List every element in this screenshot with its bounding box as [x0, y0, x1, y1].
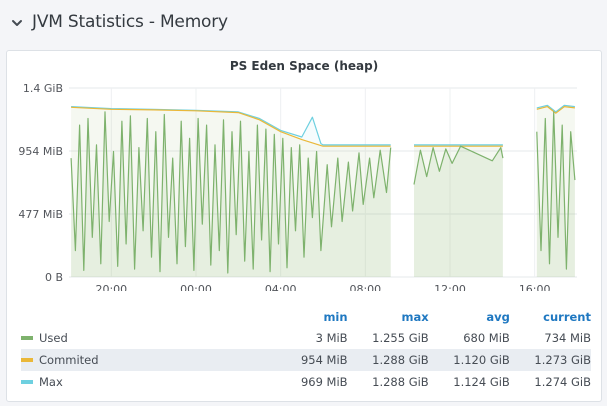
- legend-value-min: 954 MiB: [213, 349, 348, 371]
- panel-title[interactable]: PS Eden Space (heap): [229, 59, 379, 73]
- x-tick-label: 20:00: [95, 283, 127, 291]
- graph-panel: PS Eden Space (heap) 0 B 477 MiB 954 MiB 1.…: [6, 50, 602, 402]
- series-color-swatch[interactable]: [21, 379, 33, 384]
- legend-series[interactable]: Used: [21, 327, 214, 349]
- legend-series[interactable]: Max: [21, 371, 214, 393]
- legend-row-max[interactable]: Max 969 MiB 1.288 GiB 1.124 GiB 1.274 Gi…: [21, 371, 591, 393]
- legend-value-current: 734 MiB: [544, 331, 591, 345]
- legend-value-max: 1.288 GiB: [347, 349, 429, 371]
- legend-header-avg[interactable]: avg: [486, 310, 510, 324]
- used-series-area: [414, 146, 503, 277]
- legend-value-max: 1.288 GiB: [372, 375, 429, 389]
- legend-value-current: 1.274 GiB: [534, 375, 591, 389]
- memory-graph: 0 B 477 MiB 954 MiB 1.4 GiB 20:00 00:00 04:00…: [18, 82, 577, 291]
- x-tick-label: 00:00: [180, 283, 212, 291]
- y-tick-label: 477 MiB: [18, 208, 63, 221]
- legend-header-max[interactable]: max: [401, 310, 429, 324]
- commited-series-line: [536, 106, 575, 114]
- legend-header-min[interactable]: min: [323, 310, 348, 324]
- commited-series-line: [71, 106, 391, 147]
- commited-series-area: [414, 146, 503, 277]
- legend-row-commited[interactable]: Commited 954 MiB 1.288 GiB 1.120 GiB 1.2…: [21, 349, 591, 371]
- x-tick-label: 04:00: [265, 283, 297, 291]
- used-series-line: [70, 111, 392, 274]
- used-series-line: [413, 145, 504, 185]
- legend-header-current[interactable]: current: [543, 310, 591, 324]
- legend-value-min: 3 MiB: [315, 331, 348, 345]
- legend-value-min: 969 MiB: [300, 375, 348, 389]
- legend-series-name[interactable]: Used: [39, 331, 68, 345]
- legend-series-name[interactable]: Max: [39, 375, 63, 389]
- legend-value-avg: 1.124 GiB: [453, 375, 510, 389]
- row-title: JVM Statistics - Memory: [32, 12, 228, 32]
- used-series-line: [536, 111, 576, 270]
- y-tick-label: 954 MiB: [18, 145, 63, 158]
- y-tick-label: 0 B: [45, 271, 63, 284]
- row-header[interactable]: JVM Statistics - Memory: [0, 0, 607, 44]
- series-color-swatch[interactable]: [21, 357, 33, 362]
- x-tick-label: 16:00: [519, 283, 551, 291]
- max-series-line: [536, 104, 575, 113]
- used-series-area: [71, 111, 391, 278]
- chevron-down-icon[interactable]: [11, 17, 23, 29]
- x-tick-label: 08:00: [349, 283, 381, 291]
- y-tick-label: 1.4 GiB: [23, 82, 63, 95]
- graph-legend: min max avg current Used 3 MiB 1.255 GiB…: [21, 307, 591, 393]
- legend-value-avg: 680 MiB: [463, 331, 510, 345]
- legend-value-current: 1.273 GiB: [509, 349, 591, 371]
- max-series-line: [71, 106, 391, 146]
- legend-spacer: [21, 307, 214, 327]
- legend-row-used[interactable]: Used 3 MiB 1.255 GiB 680 MiB 734 MiB: [21, 327, 591, 349]
- x-tick-label: 12:00: [434, 283, 466, 291]
- legend-value-avg: 1.120 GiB: [428, 349, 510, 371]
- series-color-swatch[interactable]: [21, 335, 33, 340]
- max-series-area: [414, 144, 503, 277]
- legend-value-max: 1.255 GiB: [372, 331, 429, 345]
- legend-series[interactable]: Commited: [21, 349, 214, 371]
- legend-series-name[interactable]: Commited: [39, 353, 99, 367]
